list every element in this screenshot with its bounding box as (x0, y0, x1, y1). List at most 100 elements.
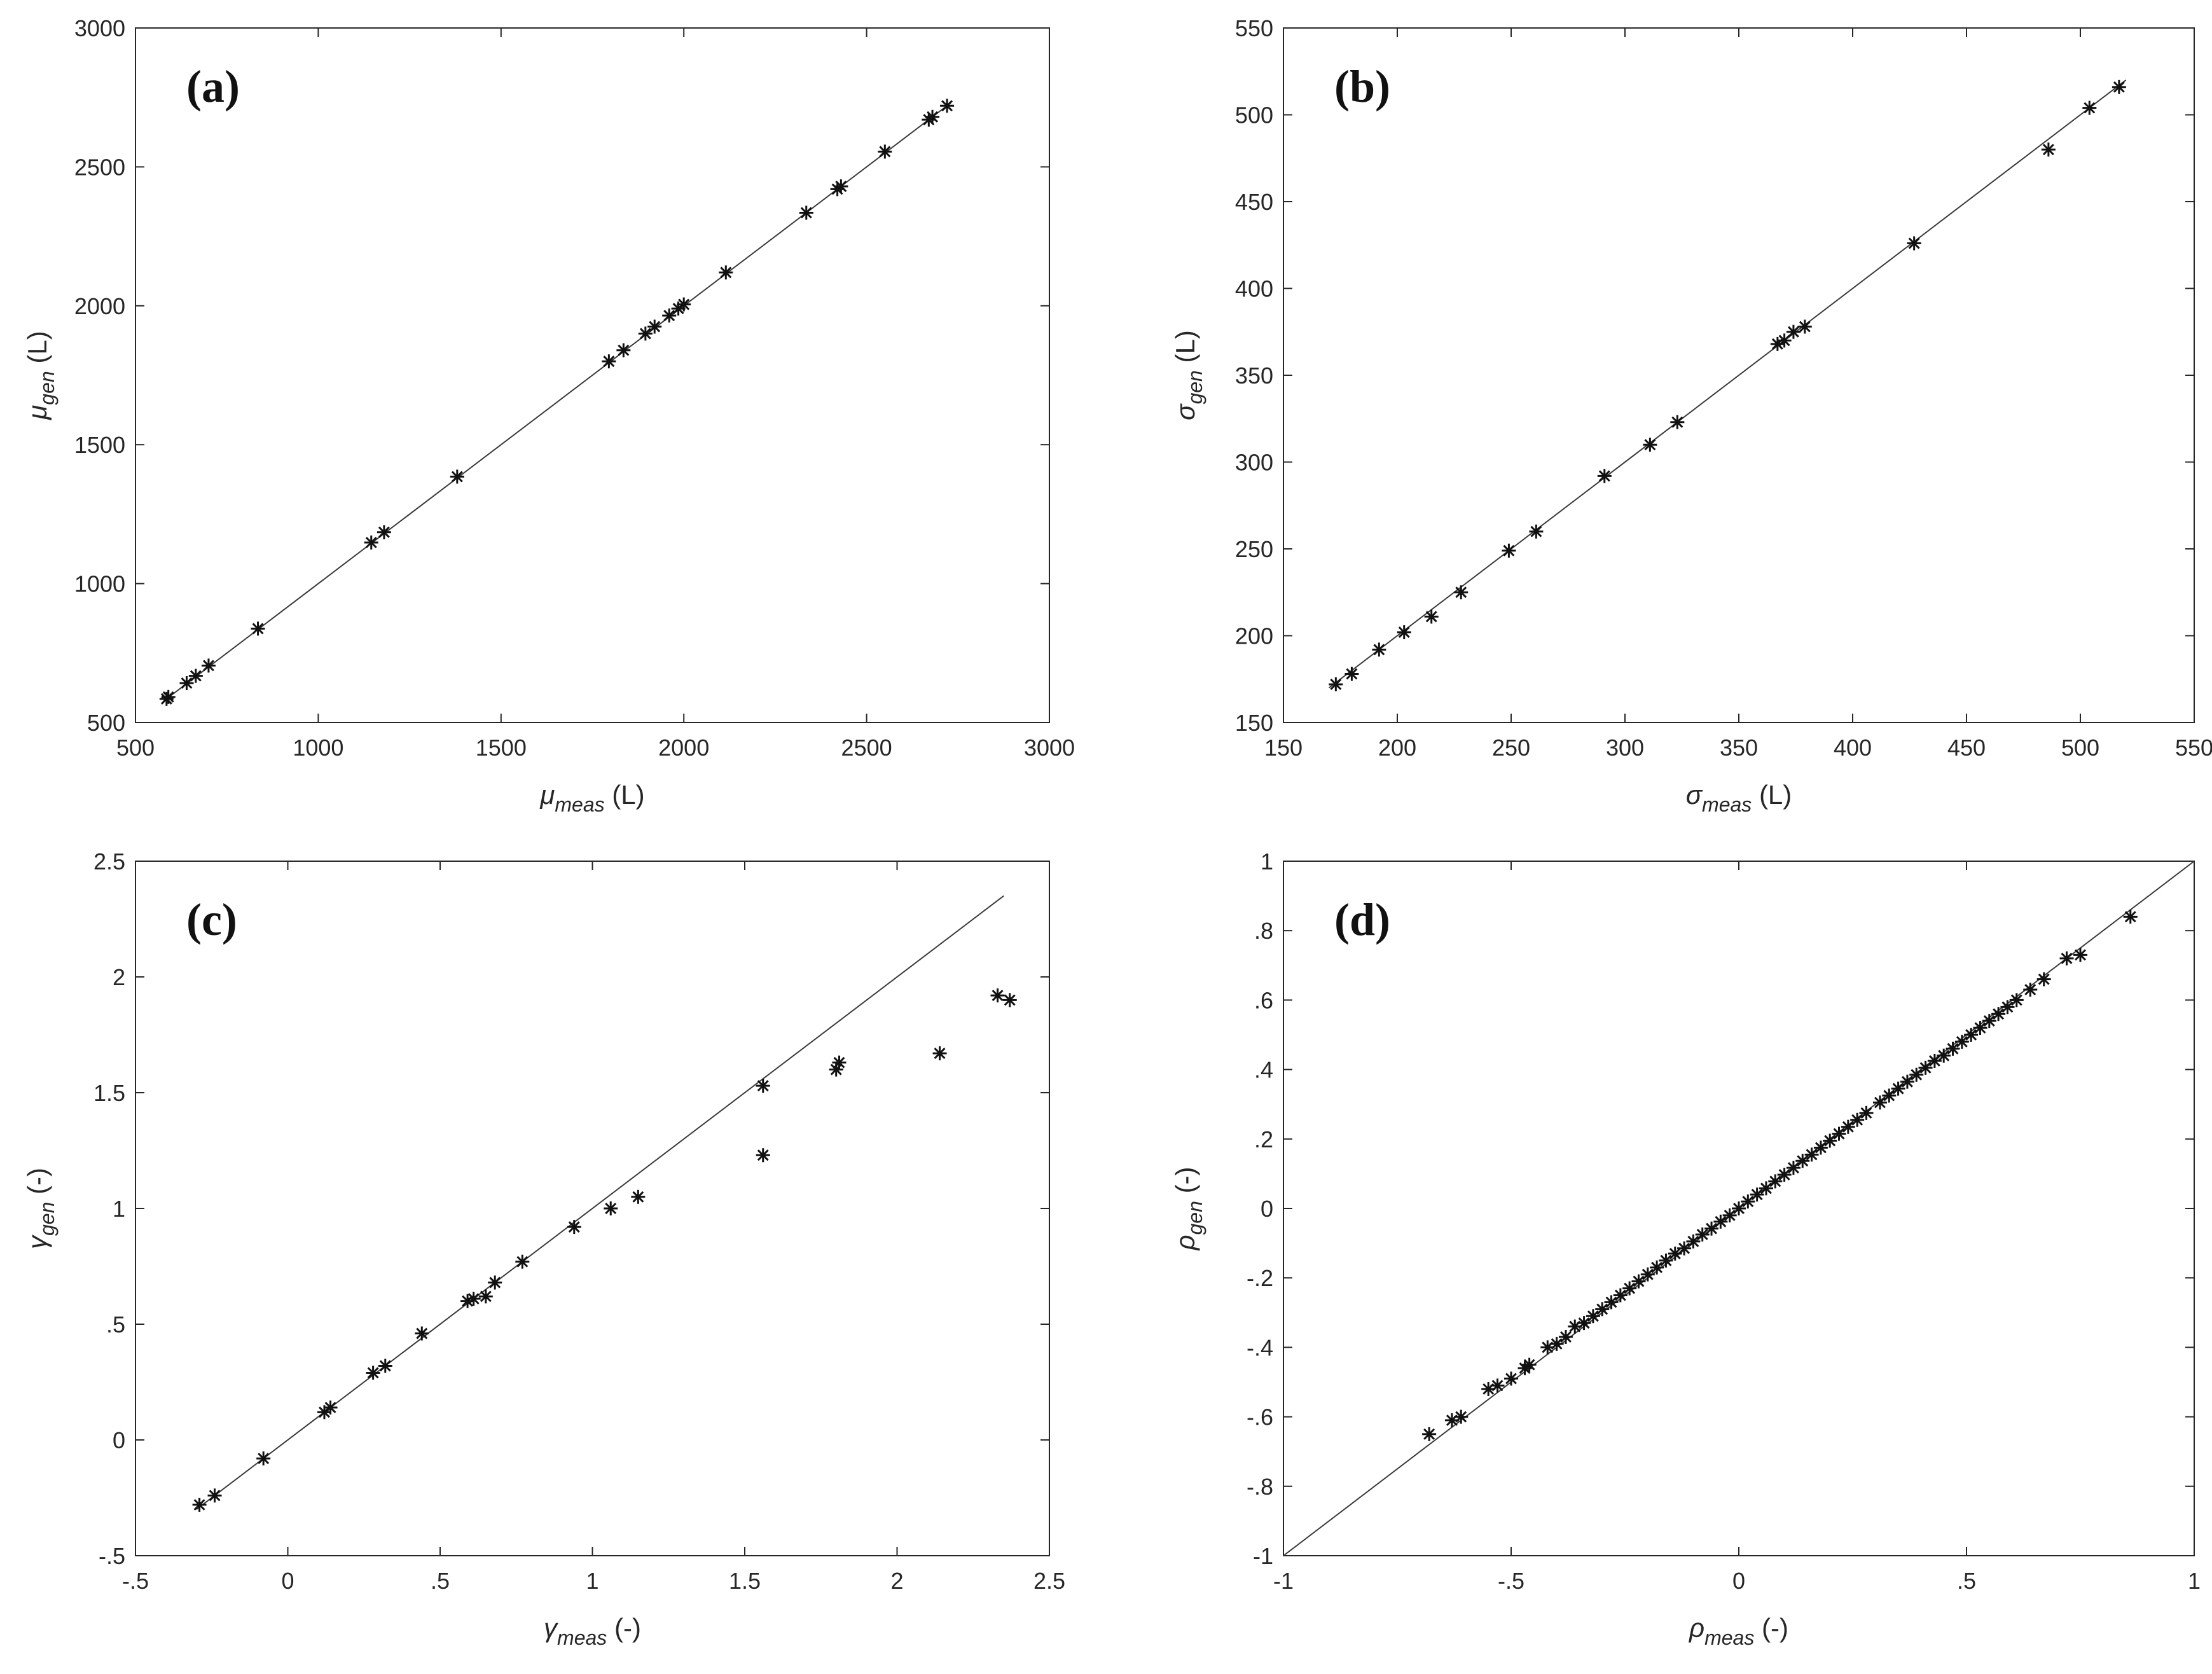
data-point (1490, 1378, 1505, 1393)
x-tick-label: .5 (431, 1568, 450, 1594)
plot-frame (135, 27, 1050, 723)
x-tick-label: 400 (1834, 735, 1872, 761)
y-tick-label: 1.5 (93, 1080, 125, 1106)
data-point (602, 354, 616, 369)
y-tick-label: 1500 (74, 432, 125, 458)
data-point (940, 99, 955, 113)
panel-label: (c) (186, 894, 237, 945)
panel-d: -1 -.5 0 .5 1 -1 -.8 -.6 -.4 -.2 0 .2 .4 .6 .8 1 (d) ρmea… (1170, 848, 2201, 1649)
data-point (2041, 142, 2056, 157)
data-point (1622, 1281, 1637, 1296)
data-point (1397, 625, 1411, 640)
y-tick-label: 1 (1261, 848, 1273, 875)
y-tick-label: -.2 (1247, 1265, 1273, 1291)
data-point (488, 1275, 502, 1290)
data-point (323, 1401, 338, 1415)
data-point (1786, 1161, 1801, 1175)
y-axis-label: μgen (L) (22, 331, 59, 420)
data-point (1422, 1427, 1437, 1441)
x-tick-label: 0 (1732, 1568, 1745, 1594)
x-tick-label: 2 (890, 1568, 903, 1594)
y-tick-label: 150 (1235, 710, 1273, 736)
data-point (1927, 1053, 1942, 1068)
x-tick-label: 200 (1378, 735, 1416, 761)
data-point (415, 1326, 429, 1341)
data-point (188, 668, 203, 683)
x-tick-label: 1.5 (729, 1568, 761, 1594)
data-point (1900, 1074, 1914, 1089)
y-tick-label: 250 (1235, 536, 1273, 562)
data-point (1777, 333, 1792, 348)
x-tick-label: 1500 (476, 735, 527, 761)
data-point (1613, 1288, 1628, 1303)
y-tick-label: 2000 (74, 293, 125, 319)
data-point (1804, 1147, 1819, 1162)
y-axis-label: ρgen (-) (1170, 1166, 1206, 1251)
data-point (1604, 1295, 1619, 1310)
y-axis-label: σgen (L) (1170, 330, 1206, 420)
x-tick-label: 150 (1264, 735, 1303, 761)
y-tick-label: 300 (1235, 450, 1273, 476)
data-point (1732, 1201, 1746, 1215)
y-tick-label: 400 (1235, 276, 1273, 302)
data-point (256, 1451, 271, 1466)
data-point (179, 675, 194, 690)
data-point (1677, 1241, 1692, 1256)
x-tick-label: 500 (116, 735, 155, 761)
x-tick-label: 450 (1947, 735, 1986, 761)
data-point (647, 319, 662, 334)
panel-label: (a) (186, 61, 240, 112)
data-point (1872, 1095, 1887, 1110)
y-tick-label: .5 (106, 1311, 125, 1338)
data-point (1659, 1253, 1673, 1268)
data-point (1882, 1088, 1897, 1103)
y-tick-label: 350 (1235, 363, 1273, 389)
data-point (1891, 1081, 1905, 1096)
data-point (756, 1079, 770, 1093)
x-tick-label: 300 (1606, 735, 1644, 761)
data-point (1686, 1234, 1701, 1249)
data-point (1991, 1007, 2006, 1021)
panel-label: (b) (1334, 61, 1390, 112)
data-point (317, 1405, 331, 1420)
x-tick-label: 2.5 (1033, 1568, 1065, 1594)
data-point (201, 658, 216, 673)
data-point (604, 1201, 618, 1215)
data-point (1823, 1133, 1837, 1148)
data-point (1586, 1309, 1600, 1324)
data-point (161, 689, 176, 704)
data-point (1795, 1154, 1810, 1168)
data-point (1832, 1126, 1846, 1141)
data-point (1813, 1140, 1828, 1155)
data-point (1002, 993, 1017, 1007)
data-point (1650, 1260, 1664, 1275)
y-tick-label: 450 (1235, 189, 1273, 215)
panel-label: (d) (1334, 894, 1390, 945)
data-point (1704, 1221, 1719, 1236)
data-point (1670, 415, 1685, 429)
x-axis-label: σmeas (L) (1686, 780, 1792, 816)
data-point (1424, 609, 1439, 624)
data-point (466, 1291, 481, 1306)
data-point (2059, 951, 2074, 965)
data-point (1750, 1187, 1764, 1202)
data-point (832, 1055, 847, 1070)
data-point (1372, 642, 1386, 657)
data-point (1722, 1208, 1737, 1222)
reference-line (164, 102, 951, 701)
x-tick-label: -.5 (122, 1568, 149, 1594)
data-point (192, 1497, 207, 1512)
data-point (1529, 524, 1544, 539)
data-point (515, 1254, 530, 1269)
data-point (1786, 324, 1801, 339)
data-point (1946, 1041, 1960, 1056)
data-point (638, 326, 653, 341)
x-tick-label: 0 (281, 1568, 294, 1594)
x-tick-label: 1000 (293, 735, 343, 761)
data-point (1344, 667, 1359, 681)
data-point (616, 343, 631, 357)
y-tick-label: 1000 (74, 571, 125, 597)
panel-b: 150 200 250 300 350 400 450 500 550 150 200 250 300 3… (1170, 15, 2212, 816)
data-point (1937, 1048, 1951, 1063)
data-point (378, 1359, 392, 1373)
